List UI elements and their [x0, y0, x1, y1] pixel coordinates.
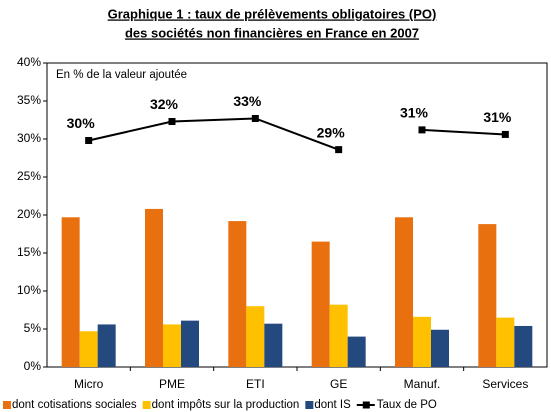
chart-title: des sociétés non financières en France e…	[125, 25, 419, 40]
y-tick-label: 25%	[17, 169, 41, 183]
bar	[496, 317, 515, 367]
bar	[431, 329, 449, 367]
x-tick-label: PME	[159, 377, 185, 391]
line-marker	[168, 118, 176, 126]
bar	[413, 316, 431, 367]
legend-swatch	[3, 401, 11, 409]
y-tick-label: 40%	[17, 55, 41, 69]
line-marker	[501, 130, 509, 138]
y-tick-label: 10%	[17, 283, 41, 297]
bar	[163, 324, 181, 367]
legend-label: dont impôts sur la production	[152, 399, 300, 411]
plot-frame	[46, 62, 548, 368]
legend-swatch	[142, 401, 151, 409]
bar	[181, 320, 199, 367]
x-tick-label: Services	[482, 377, 528, 391]
legend-label: dont IS	[314, 399, 351, 411]
bar	[145, 208, 163, 367]
line	[421, 128, 506, 136]
data-label: 31%	[400, 105, 429, 121]
bar	[514, 325, 533, 367]
bar	[395, 217, 413, 367]
bar	[478, 224, 497, 367]
x-tick-label: GE	[330, 377, 347, 391]
bar	[311, 241, 330, 367]
bar	[246, 306, 265, 367]
data-label: 31%	[483, 109, 512, 125]
y-tick-label: 30%	[17, 131, 41, 145]
y-tick-label: 20%	[17, 207, 41, 221]
legend-label: dont cotisations sociales	[12, 399, 137, 411]
line-marker	[251, 114, 259, 122]
data-label: 29%	[317, 124, 346, 140]
bar	[228, 221, 247, 367]
data-label: 32%	[150, 96, 179, 112]
line-marker	[85, 137, 93, 145]
legend-swatch	[305, 401, 314, 409]
bar	[61, 217, 80, 367]
x-tick-label: Micro	[74, 377, 104, 391]
annotation: En % de la valeur ajoutée	[56, 69, 187, 81]
data-label: 33%	[233, 93, 262, 109]
bar	[347, 336, 366, 367]
bar	[97, 324, 116, 367]
data-label: 30%	[67, 115, 96, 131]
x-tick-label: Manuf.	[404, 377, 441, 391]
line-marker	[418, 126, 426, 134]
y-tick-label: 35%	[17, 93, 41, 107]
line-marker	[335, 146, 343, 154]
y-tick-label: 0%	[24, 359, 42, 373]
legend-label: Taux de PO	[377, 399, 437, 411]
y-tick-label: 5%	[24, 321, 42, 335]
bar	[79, 331, 98, 367]
line	[88, 117, 340, 151]
x-tick-label: ETI	[246, 377, 265, 391]
bar	[329, 304, 348, 367]
legend-swatch	[362, 401, 370, 409]
bar	[264, 323, 283, 367]
y-tick-label: 15%	[17, 245, 41, 259]
chart-title: Graphique 1 : taux de prélèvements oblig…	[108, 6, 437, 21]
